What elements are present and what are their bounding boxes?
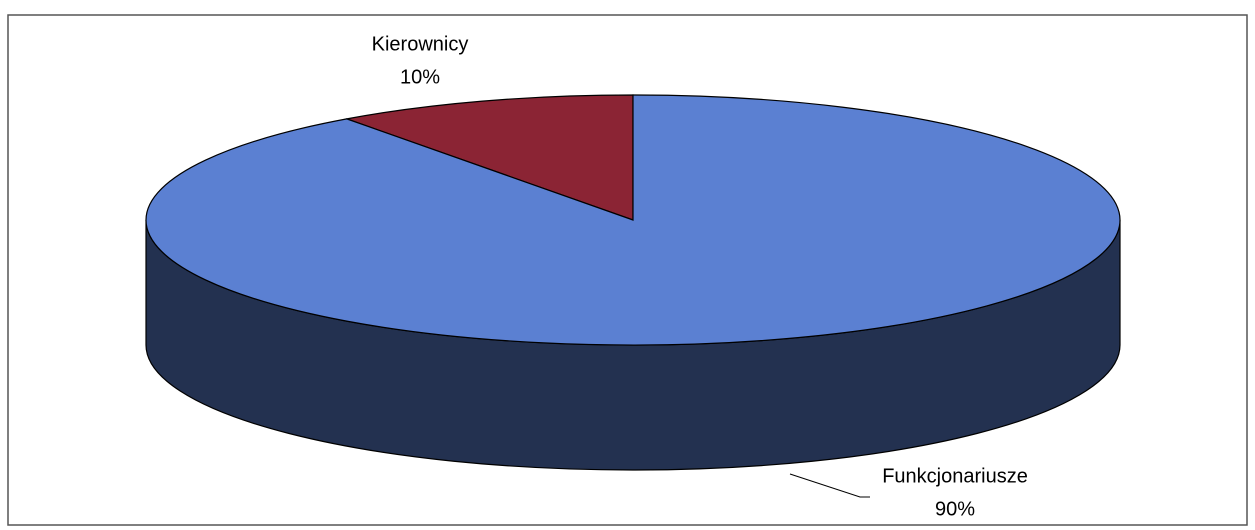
slice-value-label: 90% — [935, 498, 975, 520]
pie-slice — [344, 94, 634, 221]
leader-line — [789, 473, 870, 498]
pie-slice — [145, 94, 1121, 346]
slice-value-label: 10% — [400, 66, 440, 88]
slice-label: Kierownicy — [372, 33, 469, 55]
slice-label: Funkcjonariusze — [882, 465, 1028, 487]
